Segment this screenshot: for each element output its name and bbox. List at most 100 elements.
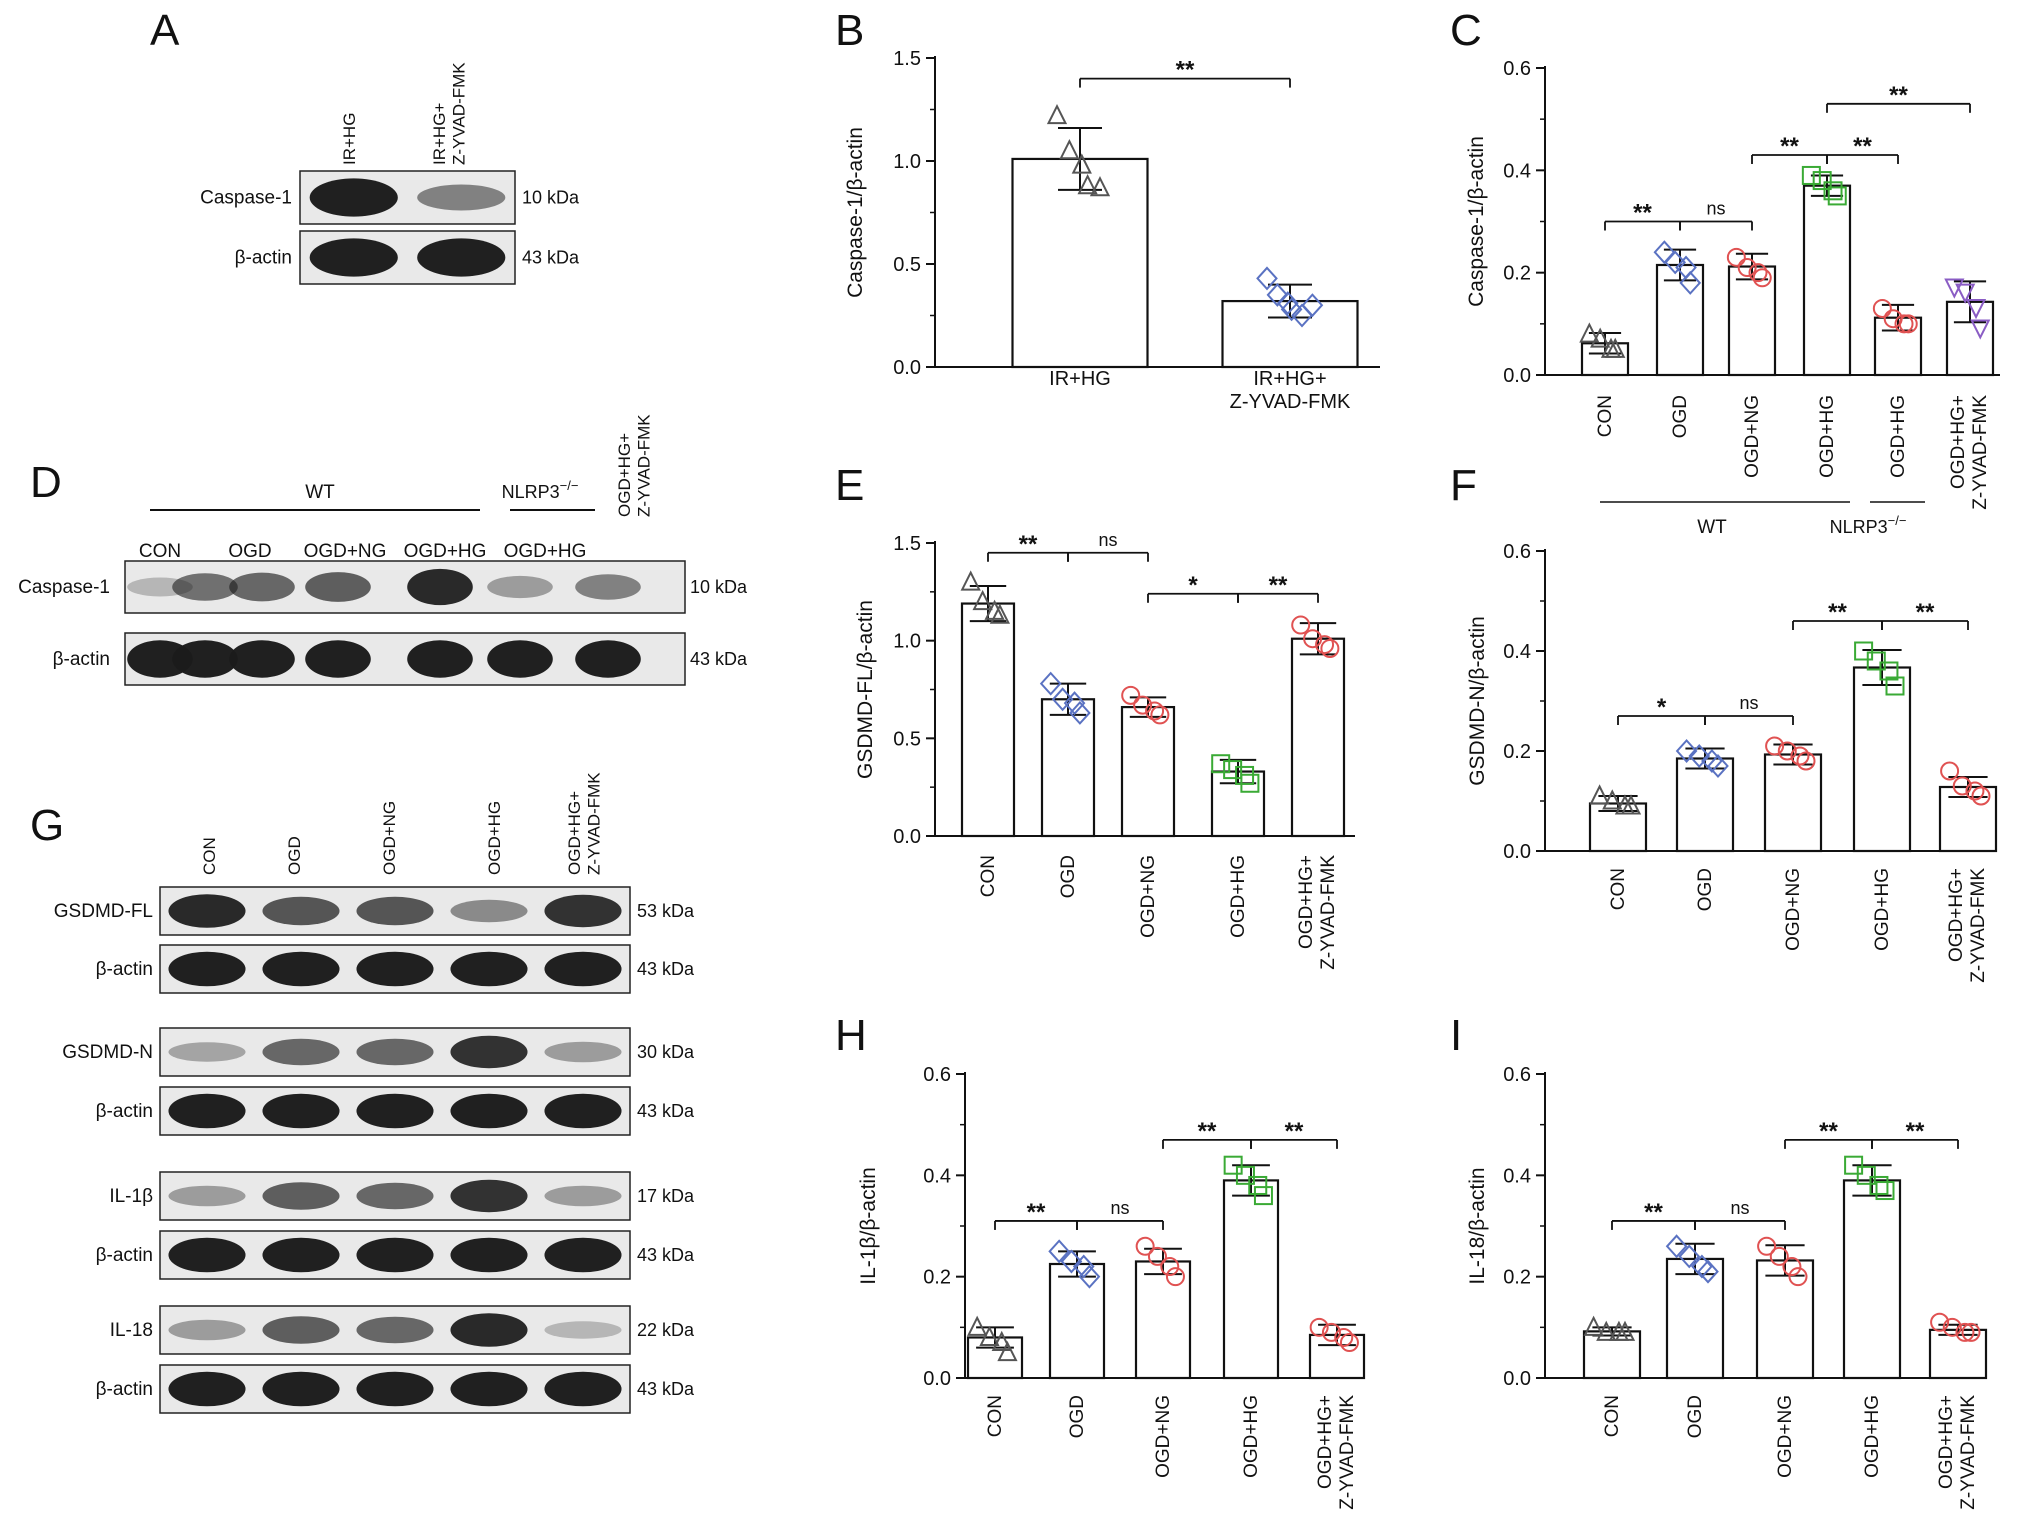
blot-band [356, 896, 434, 926]
y-tick-label: 0.0 [1503, 1368, 1531, 1390]
y-axis-label: GSDMD-FL/β-actin [854, 600, 877, 779]
blot-panel-g: G CON OGD OGD+NG OGD+HG OGD+HG+Z-YVAD-FMK GSDM… [30, 772, 695, 1414]
y-tick-label: 0.0 [923, 1368, 951, 1390]
panel-letter: E [835, 461, 864, 510]
blot-band [229, 640, 295, 678]
data-point [1133, 695, 1153, 715]
data-point [1579, 322, 1600, 343]
lane-label: OGD+NG [304, 541, 387, 562]
blot-band [450, 1371, 528, 1407]
blot-row-kda: 43 kDa [637, 1245, 695, 1265]
bar [1675, 757, 1735, 853]
blot-band [262, 1038, 340, 1066]
data-point [1664, 250, 1687, 275]
data-point [1048, 1239, 1070, 1264]
significance-bracket: ns [1679, 199, 1753, 231]
y-tick-label: 0.6 [1503, 58, 1531, 80]
data-point [1291, 615, 1311, 635]
blot-band [229, 572, 295, 602]
x-tick-label: OGD+HG+Z-YVAD-FMK [1296, 855, 1339, 970]
data-point [1678, 1244, 1701, 1269]
x-tick-label: CON [985, 1395, 1006, 1437]
lane-label: OGD [228, 541, 271, 562]
chart-layer: B 0.0 0.5 1.0 1.5 Caspase-1/β-actin IR+HG IR+HG… [835, 6, 2000, 1510]
blot-band [544, 1093, 622, 1129]
blot-row: β-actin 43 kDa [53, 632, 748, 686]
y-axis-label: Caspase-1/β-actin [1465, 136, 1488, 307]
data-point [1940, 761, 1960, 781]
data-point [1063, 691, 1086, 716]
bar [1763, 753, 1823, 853]
blot-band [172, 640, 238, 678]
sig-label: ** [1889, 82, 1908, 109]
data-point [1039, 671, 1062, 696]
blot-band [356, 1093, 434, 1129]
sig-label: ** [1269, 572, 1288, 599]
data-point [1788, 1267, 1808, 1287]
blot-band [262, 951, 340, 987]
data-point [1812, 171, 1832, 191]
bar [1842, 1179, 1902, 1380]
blot-band [450, 1035, 528, 1069]
data-point [1605, 337, 1626, 358]
data-point [1679, 270, 1702, 295]
sig-label: ** [1916, 599, 1935, 626]
y-tick-label: 0.6 [923, 1064, 951, 1086]
blot-row: Caspase-1 10 kDa [200, 170, 580, 225]
lane-label: OGD+HG+Z-YVAD-FMK [615, 414, 654, 517]
y-tick-label: 0.5 [893, 728, 921, 750]
x-tick-label: OGD [1670, 395, 1691, 438]
y-tick-label: 0.5 [893, 254, 921, 276]
data-point [1602, 789, 1623, 810]
panel-letter: I [1450, 1011, 1462, 1060]
blot-row-label: β-actin [96, 959, 153, 980]
x-tick-label: OGD+HG [1228, 855, 1249, 938]
data-point [1769, 1246, 1789, 1266]
data-point [1266, 282, 1289, 307]
x-tick-label: OGD+HG [1862, 1395, 1883, 1478]
x-tick-label: OGD [1058, 855, 1079, 898]
x-tick-label: OGD+HG+Z-YVAD-FMK [1936, 1395, 1979, 1510]
blot-row-kda: 22 kDa [637, 1320, 695, 1340]
blot-band [305, 640, 371, 678]
data-point [1051, 687, 1074, 712]
blot-band [544, 1371, 622, 1407]
data-point [1315, 635, 1335, 655]
data-point [1866, 651, 1886, 671]
data-point [1844, 1155, 1864, 1175]
data-point [1121, 685, 1141, 705]
blot-row-label: IL-18 [110, 1320, 153, 1341]
sig-label: * [1188, 572, 1198, 599]
data-point [1590, 327, 1611, 348]
data-point [1223, 1155, 1243, 1175]
data-point [1276, 291, 1299, 316]
bar [1755, 1259, 1815, 1380]
blot-row-kda: 43 kDa [637, 1379, 695, 1399]
data-point [1827, 186, 1847, 206]
significance-bracket: ** [1237, 572, 1319, 603]
significance-bracket: ** [1826, 133, 1899, 164]
blot-band [172, 573, 238, 601]
significance-bracket: ** [1826, 82, 1971, 113]
x-tick-label: OGD+HG [1817, 395, 1838, 478]
sig-label: ** [1828, 599, 1847, 626]
blot-panel-a: A IR+HG IR+HG+Z-YVAD-FMK Caspase-1 10 kDa β-a… [150, 6, 580, 285]
data-point [1339, 1333, 1359, 1353]
blot-band [450, 1179, 528, 1213]
data-point [1801, 165, 1821, 185]
blot-row: IL-1β 17 kDa [109, 1171, 695, 1221]
blot-row-label: β-actin [235, 248, 292, 269]
blot-row-kda: 17 kDa [637, 1186, 695, 1206]
x-tick-label: OGD+NG [1775, 1395, 1796, 1478]
significance-bracket: ** [1871, 1118, 1959, 1149]
group-label-nlrp3: NLRP3−/− [502, 478, 579, 502]
blot-row-kda: 30 kDa [637, 1042, 695, 1062]
data-point [1160, 1257, 1180, 1277]
data-point [1060, 1249, 1083, 1274]
blot-band [168, 1319, 246, 1341]
sig-label: ** [1906, 1118, 1925, 1145]
data-point [1898, 314, 1918, 334]
data-point [1046, 103, 1068, 125]
data-point [989, 603, 1011, 624]
y-tick-label: 1.0 [893, 151, 921, 173]
